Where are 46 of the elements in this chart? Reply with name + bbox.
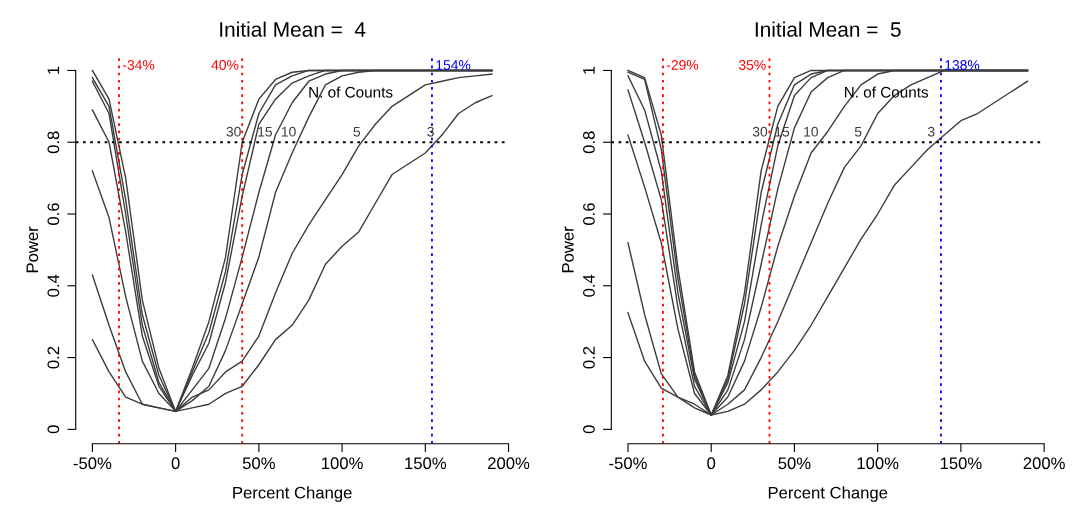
y-axis-title: Power [26,226,39,273]
series-label: 10 [804,126,819,137]
chart-title: Initial Mean = 4 [220,21,366,37]
chart-title: Initial Mean = 5 [755,21,901,37]
x-tick-label: 0 [171,457,180,470]
x-tick-label: 50% [778,457,811,470]
x-tick-label: 100% [322,457,363,470]
series-label: 3 [427,126,434,137]
x-tick-label: 0 [707,457,716,470]
series-label: 3 [927,126,935,137]
x-axis-title: Percent Change [233,486,352,502]
ref-line-label: -34% [122,60,155,70]
y-tick-label: 0.8 [583,131,595,154]
y-tick-label: 0.6 [47,203,60,225]
y-tick-label: 0.2 [583,346,595,369]
x-tick-label: 100% [857,457,899,470]
x-axis-title: Percent Change [768,486,888,502]
ref-line-label: -29% [666,60,699,70]
x-tick-label: -50% [609,457,647,470]
y-tick-label: 0 [583,425,595,434]
y-tick-label: 0.2 [47,346,60,369]
x-tick-label: -50% [73,457,112,470]
ref-line-label: 138% [945,60,980,70]
series-label: 30 [226,126,241,137]
series-label: 5 [854,126,862,137]
y-tick-label: 0 [47,425,60,434]
y-tick-label: 0.8 [47,131,60,154]
x-tick-label: 150% [940,457,982,470]
y-tick-label: 1 [583,66,595,74]
y-tick-label: 0.4 [47,274,60,297]
annotation: N. of Counts [309,86,393,98]
y-tick-label: 0.4 [583,274,595,297]
x-tick-label: 200% [488,457,530,470]
ref-line-label: 35% [738,60,766,70]
x-tick-label: 200% [1023,457,1065,470]
series-label: 15 [258,126,272,137]
x-tick-label: 150% [405,457,447,470]
series-label: 5 [353,126,361,137]
ref-line-label: 40% [211,60,239,70]
y-tick-label: 1 [47,66,60,74]
y-axis-title: Power [562,226,574,273]
series-label: 30 [752,126,768,137]
series-label: 10 [281,126,296,137]
ref-line-label: 154% [436,60,471,70]
y-tick-label: 0.6 [583,203,595,225]
x-tick-label: 50% [242,457,275,470]
